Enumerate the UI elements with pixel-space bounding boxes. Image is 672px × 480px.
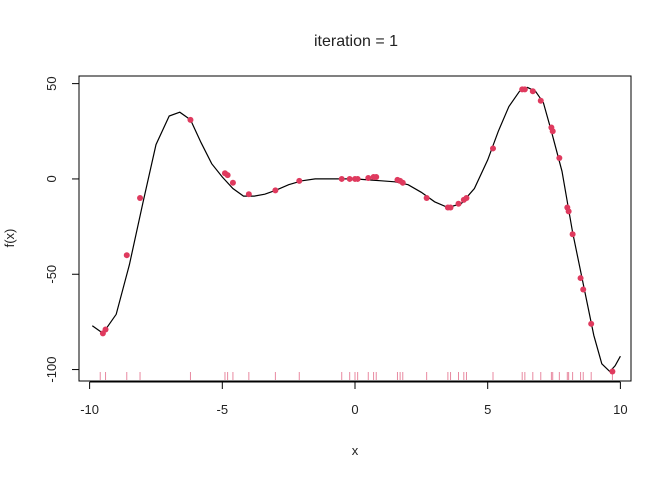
- data-point: [272, 187, 279, 194]
- y-axis: 50 0 -50 -100: [44, 76, 80, 383]
- data-point: [102, 326, 109, 333]
- data-point: [447, 204, 454, 211]
- data-point: [549, 128, 556, 135]
- data-point: [399, 179, 406, 186]
- y-tick-label: -100: [44, 357, 59, 383]
- y-tick-label: -50: [44, 265, 59, 284]
- data-point: [245, 191, 252, 198]
- data-point: [137, 195, 144, 201]
- rug-layer: [99, 372, 613, 380]
- data-point: [373, 174, 380, 181]
- x-tick-label: -10: [80, 402, 99, 417]
- data-point: [588, 320, 595, 327]
- y-tick-label: 0: [44, 175, 59, 182]
- data-point: [296, 177, 303, 184]
- data-point: [529, 88, 536, 95]
- data-point: [580, 286, 587, 293]
- data-point: [537, 97, 544, 104]
- x-axis-label: x: [352, 443, 359, 458]
- data-point: [123, 252, 130, 259]
- data-point: [521, 86, 528, 93]
- x-tick-label: 10: [613, 402, 627, 417]
- data-point: [338, 175, 345, 182]
- data-point: [229, 179, 236, 186]
- data-point: [224, 172, 231, 179]
- data-point: [609, 368, 616, 375]
- data-point: [423, 195, 430, 201]
- data-point: [577, 275, 584, 282]
- data-point: [569, 231, 576, 238]
- y-tick-label: 50: [44, 76, 59, 90]
- data-point: [565, 208, 572, 215]
- function-curve: [91, 86, 621, 373]
- data-point: [354, 175, 361, 182]
- data-point: [455, 200, 462, 207]
- chart-title: iteration = 1: [314, 33, 398, 50]
- x-tick-label: 5: [484, 402, 491, 417]
- data-point: [187, 116, 194, 123]
- data-point: [463, 195, 470, 201]
- x-tick-label: -5: [217, 402, 229, 417]
- points-layer: [99, 86, 616, 375]
- x-axis: -10 -5 0 5 10: [80, 381, 628, 417]
- data-point: [490, 145, 496, 152]
- y-axis-label: f(x): [2, 229, 17, 248]
- data-point: [346, 175, 353, 182]
- data-point: [365, 174, 372, 181]
- data-point: [556, 154, 563, 161]
- x-tick-label: 0: [351, 402, 358, 417]
